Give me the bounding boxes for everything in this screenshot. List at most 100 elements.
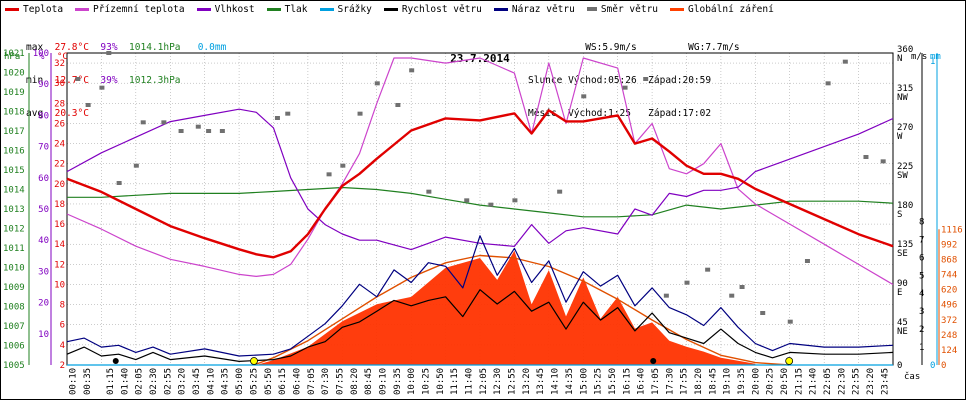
humidity-axis-label: % <box>39 52 45 62</box>
temp-tick: 20 <box>54 180 65 190</box>
time-tick: 07:30 <box>321 368 331 395</box>
wind-gust-line <box>66 235 894 357</box>
time-tick: 18:45 <box>708 368 718 395</box>
pressure-tick: 1020 <box>3 69 25 79</box>
legend-swatch <box>266 7 281 11</box>
time-tick: 17:05 <box>651 368 661 395</box>
legend-label: Teplota <box>23 3 64 15</box>
temp-tick: 14 <box>54 240 65 250</box>
x-axis-label: čas <box>904 371 920 382</box>
temp-tick: 16 <box>54 220 65 230</box>
direction-tick: 45 <box>897 318 908 328</box>
time-tick: 06:40 <box>292 368 302 395</box>
humidity-tick: 70 <box>38 143 49 153</box>
direction-tick-label: E <box>897 288 902 298</box>
legend-label: Globální záření <box>688 3 774 15</box>
legend-swatch <box>586 7 597 11</box>
time-tick: 22:30 <box>837 368 847 395</box>
avg-wind-speed: WS:5.9m/s <box>585 42 637 53</box>
wind-axis-label: m/s <box>911 52 927 62</box>
legend-swatch <box>670 7 685 11</box>
moonset-marker <box>650 358 657 364</box>
solar-tick: 372 <box>941 316 957 326</box>
legend-label: Srážky <box>337 3 372 15</box>
time-tick: 05:00 <box>235 368 245 395</box>
temp-tick: 26 <box>54 119 65 129</box>
time-tick: 21:15 <box>794 368 804 395</box>
temp-tick: 30 <box>54 79 65 89</box>
temp-tick: 18 <box>54 200 65 210</box>
humidity-tick: 30 <box>38 267 49 277</box>
pressure-tick: 1006 <box>3 342 25 352</box>
wind-direction-mark <box>85 103 91 107</box>
time-tick: 22:05 <box>823 368 833 395</box>
moon-label: Měsíc <box>528 108 557 119</box>
wind-direction-mark <box>705 267 711 272</box>
direction-tick-label: NE <box>897 327 908 337</box>
legend-label: Vlhkost <box>214 3 255 15</box>
wind-direction-mark <box>880 159 886 164</box>
direction-tick-label: SE <box>897 249 908 259</box>
wind-direction-mark <box>684 280 690 285</box>
pressure-tick: 1005 <box>3 361 25 371</box>
solar-clear-sky-line <box>253 254 790 366</box>
moonset-time: Západ:17:02 <box>648 108 712 119</box>
time-tick: 23:45 <box>880 368 890 395</box>
direction-tick: 0 <box>897 361 902 371</box>
max-humidity: 93% <box>100 42 118 53</box>
wind-direction-mark <box>133 163 139 168</box>
legend-swatch <box>196 7 211 11</box>
wind-direction-mark <box>739 285 745 289</box>
humidity-tick: 90 <box>38 80 49 90</box>
pressure-tick: 1009 <box>3 283 25 293</box>
time-tick: 02:55 <box>163 368 173 395</box>
wind-direction-mark <box>161 120 167 125</box>
temp-tick: 24 <box>54 140 65 150</box>
avg-label: avg <box>26 108 44 119</box>
legend-item: Náraz větru <box>493 2 575 16</box>
temp-tick: 8 <box>60 301 65 311</box>
pressure-tick: 1018 <box>3 108 25 118</box>
wind-direction-mark <box>842 59 848 64</box>
rain-tick: 1 <box>930 57 935 67</box>
wind-direction-mark <box>116 181 122 185</box>
time-tick: 11:15 <box>450 368 460 395</box>
legend-item: Tlak <box>266 2 308 16</box>
pressure-tick: 1010 <box>3 264 25 274</box>
legend-item: Rychlost větru <box>383 2 482 16</box>
pressure-tick: 1014 <box>3 186 25 196</box>
legend-swatch <box>383 7 398 11</box>
wind-direction-mark <box>488 202 494 207</box>
time-tick: 12:30 <box>493 368 503 395</box>
legend-item: Teplota <box>5 2 63 16</box>
legend-item: Srážky <box>319 2 372 16</box>
legend-label: Rychlost větru <box>401 3 482 15</box>
sunrise-marker <box>250 357 258 365</box>
avg-temp: 20.3°C <box>54 108 89 119</box>
direction-tick: 90 <box>897 279 908 289</box>
solar-tick: 1116 <box>941 225 963 235</box>
direction-tick-label: NW <box>897 93 908 103</box>
temp-tick: 22 <box>54 160 65 170</box>
direction-tick: 225 <box>897 162 913 172</box>
direction-tick: 135 <box>897 240 913 250</box>
time-tick: 19:35 <box>737 368 747 395</box>
wind-direction-mark <box>99 85 105 90</box>
moonrise-time: Východ:1:25 <box>568 108 631 119</box>
temp-tick: 32 <box>54 59 65 69</box>
direction-tick-label: N <box>897 54 902 64</box>
legend-label: Přízemní teplota <box>93 3 185 15</box>
legend-label: Náraz větru <box>511 3 575 15</box>
humidity-tick: 40 <box>38 236 49 246</box>
solar-tick: 620 <box>941 286 957 296</box>
time-tick: 17:55 <box>680 368 690 395</box>
legend: Teplota Přízemní teplota Vlhkost Tlak Srážky… <box>5 2 774 16</box>
time-tick: 19:10 <box>723 368 733 395</box>
pressure-tick: 1012 <box>3 225 25 235</box>
time-tick: 10:50 <box>436 368 446 395</box>
wind-direction-mark <box>581 94 587 99</box>
time-tick: 05:25 <box>249 368 259 395</box>
wind-direction-mark <box>787 319 793 324</box>
